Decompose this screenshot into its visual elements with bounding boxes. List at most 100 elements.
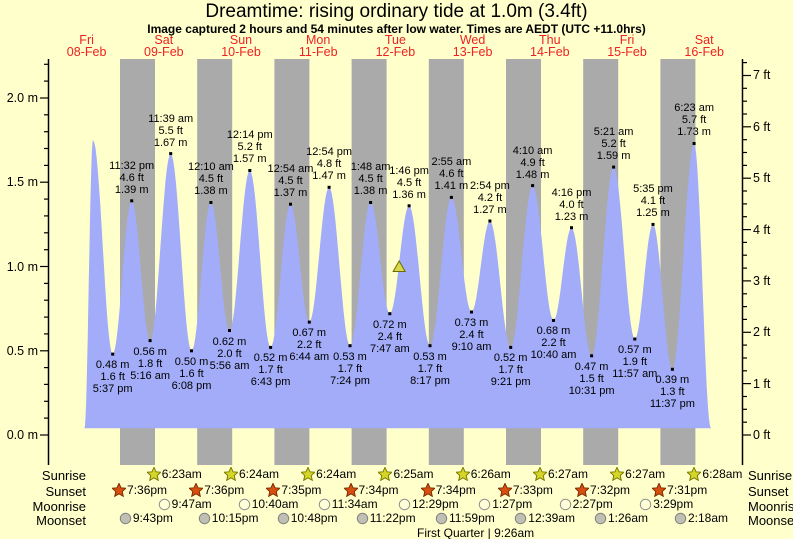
day-column-label: Mon 11-Feb	[298, 33, 338, 59]
sunrise-event: 6:24am	[301, 467, 356, 481]
astro-event-time: 10:15pm	[211, 511, 259, 525]
tide-event-dot	[269, 345, 273, 349]
day-column-label: Sun 10-Feb	[221, 33, 261, 59]
astro-event-time: 1:27pm	[492, 497, 533, 511]
astro-event-time: 1:26am	[608, 511, 649, 525]
high-tide-label: 12:54 pm 4.8 ft 1.47 m	[306, 146, 353, 183]
moonrise-event: 2:27pm	[559, 498, 613, 511]
moonrise-circle-icon	[479, 498, 491, 511]
tide-event-dot	[428, 344, 432, 348]
moonset-event: 9:43pm	[119, 512, 173, 525]
tide-event-dot	[190, 349, 193, 353]
tide-curve-area	[84, 140, 711, 429]
astro-event-time: 7:34pm	[358, 482, 399, 497]
sunrise-event: 6:23am	[146, 466, 202, 481]
sunset-star-icon	[343, 483, 358, 497]
astro-event-time: 6:24am	[316, 466, 357, 481]
low-tide-label: 0.48 m 1.6 ft 5:37 pm	[92, 359, 133, 396]
low-tide-label: 0.53 m 1.7 ft 7:24 pm	[330, 350, 370, 387]
astro-event-time: 9:43pm	[132, 511, 173, 525]
astro-event-time: 7:33pm	[512, 482, 553, 497]
tide-event-dot	[552, 318, 555, 322]
astro-event-time: 10:40am	[251, 497, 299, 511]
astro-event-time: 7:36pm	[127, 482, 168, 497]
tide-event-dot	[289, 202, 292, 206]
moonset-circle-icon	[356, 512, 368, 525]
sunrise-event: 6:26am	[455, 467, 511, 481]
sunset-row-label-right: Sunset	[748, 484, 789, 499]
moonset-circle-icon	[594, 512, 607, 525]
moonset-event: 10:48pm	[277, 511, 338, 525]
tide-event-dot	[209, 201, 213, 204]
moonset-event: 10:15pm	[198, 511, 259, 525]
low-tide-label: 0.39 m 1.3 ft 11:37 pm	[649, 374, 695, 411]
sunset-event: 7:31pm	[652, 483, 707, 497]
sunset-star-icon	[420, 483, 435, 497]
astro-event-time: 7:36pm	[204, 482, 245, 497]
sunset-event: 7:34pm	[343, 482, 399, 497]
tide-event-dot	[388, 312, 392, 316]
sunrise-star-icon	[301, 467, 316, 481]
astro-event-time: 7:31pm	[667, 482, 708, 497]
right-axis-value: 3 ft	[753, 273, 771, 288]
tide-event-dot	[130, 199, 134, 203]
astro-event-time: 9:47am	[171, 497, 212, 511]
sunrise-event: 6:25am	[378, 467, 433, 481]
moonset-event: 11:22pm	[356, 512, 416, 525]
astro-event-time: 10:48pm	[290, 511, 338, 525]
tide-event-dot	[449, 195, 453, 199]
right-axis-value: 1 ft	[753, 376, 771, 391]
moonset-circle-icon	[674, 512, 687, 525]
high-tide-label: 12:54 am 4.5 ft 1.37 m	[267, 163, 314, 200]
tide-event-dot	[651, 222, 655, 226]
tide-event-dot	[488, 219, 492, 223]
moonset-circle-icon	[435, 512, 448, 525]
moonrise-circle-icon	[238, 498, 250, 511]
sunrise-star-icon	[146, 467, 161, 481]
sunrise-row-label-left: Sunrise	[41, 468, 86, 483]
sunset-event: 7:36pm	[112, 483, 167, 497]
moonrise-circle-icon	[559, 498, 571, 511]
low-tide-label: 0.53 m 1.7 ft 8:17 pm	[410, 350, 450, 387]
left-axis-value: 2.0 m	[6, 91, 38, 105]
sunset-star-icon	[652, 483, 667, 497]
moonrise-row-label-left: Moonrise	[32, 499, 86, 514]
tide-event-dot	[327, 185, 331, 189]
moonset-event: 11:59pm	[435, 512, 495, 525]
astro-event-time: 11:59pm	[448, 511, 495, 525]
astro-event-time: 12:29pm	[411, 497, 459, 511]
tide-event-dot	[407, 204, 411, 208]
sunrise-event: 6:28am	[687, 467, 742, 481]
day-column-label: Sat 09-Feb	[143, 33, 184, 59]
sunrise-star-icon	[687, 467, 702, 481]
astro-event-time: 6:23am	[161, 466, 202, 481]
chart-title: Dreamtime: rising ordinary tide at 1.0m …	[205, 1, 588, 22]
astro-event-time: 6:25am	[393, 466, 434, 481]
astro-event-time: 7:35pm	[281, 482, 322, 497]
moonrise-event: 1:27pm	[478, 498, 532, 511]
astro-event-time: 11:22pm	[369, 511, 416, 525]
tide-event-dot	[348, 344, 352, 348]
moonset-circle-icon	[277, 512, 289, 525]
sunset-star-icon	[189, 483, 204, 497]
low-tide-label: 0.52 m 1.7 ft 6:43 pm	[250, 352, 291, 389]
astro-event-time: 7:32pm	[590, 482, 631, 497]
moonset-circle-icon	[198, 512, 210, 525]
right-axis-value: 7 ft	[753, 68, 771, 83]
astro-event-time: 6:27am	[625, 466, 666, 481]
sunrise-star-icon	[378, 467, 393, 481]
sunset-event: 7:34pm	[420, 482, 476, 497]
moonrise-circle-icon	[318, 498, 330, 511]
low-tide-label: 0.57 m 1.9 ft 11:57 am	[612, 343, 658, 380]
moonrise-event: 10:40am	[238, 497, 299, 511]
moonrise-row-label-right: Moonrise	[748, 499, 793, 514]
astro-event-time: 7:34pm	[435, 482, 476, 497]
right-axis-value: 2 ft	[753, 325, 771, 340]
chart-subtitle: Image captured 2 hours and 54 minutes af…	[147, 22, 646, 36]
high-tide-label: 5:21 am 5.2 ft 1.59 m	[593, 126, 634, 163]
tide-event-dot	[470, 310, 473, 314]
low-tide-label: 0.62 m 2.0 ft 5:56 am	[209, 335, 250, 372]
astro-event-time: 6:27am	[547, 466, 588, 481]
tide-event-dot	[369, 201, 373, 204]
tide-event-dot	[307, 320, 311, 324]
